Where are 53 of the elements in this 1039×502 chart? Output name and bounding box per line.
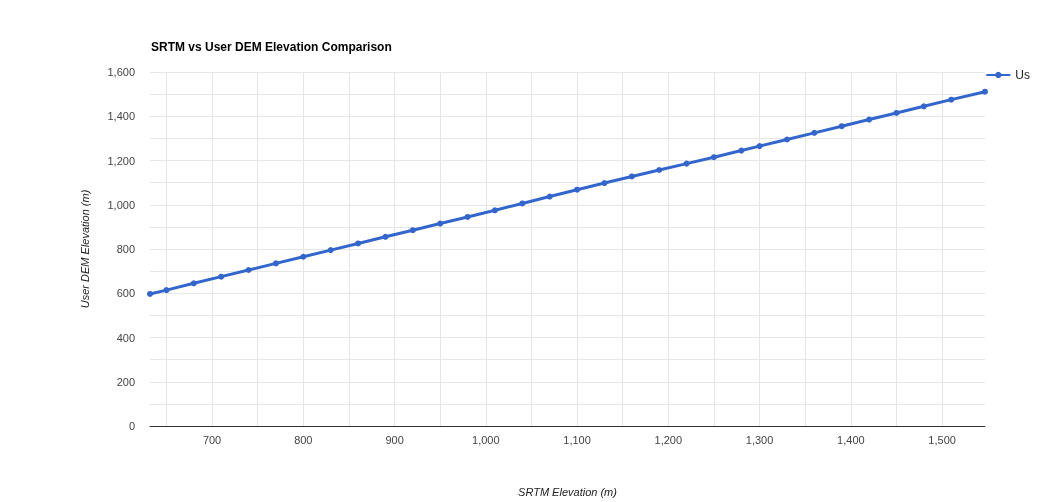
y-tick-label: 0 bbox=[128, 420, 135, 432]
point bbox=[838, 123, 845, 130]
point bbox=[866, 116, 873, 123]
point bbox=[300, 253, 307, 260]
point bbox=[811, 129, 818, 136]
point bbox=[245, 267, 252, 274]
point bbox=[574, 186, 581, 193]
x-tick-label: 1,000 bbox=[472, 433, 500, 446]
point bbox=[756, 143, 763, 150]
x-tick-label: 1,500 bbox=[928, 433, 956, 446]
point bbox=[147, 290, 153, 297]
x-axis-title: SRTM Elevation (m) bbox=[518, 485, 618, 498]
point bbox=[382, 233, 389, 240]
y-tick-label: 1,200 bbox=[107, 154, 135, 167]
point bbox=[948, 96, 955, 103]
point bbox=[893, 109, 900, 116]
point bbox=[519, 200, 526, 207]
chart-title: SRTM vs User DEM Elevation Comparison bbox=[151, 40, 392, 54]
point bbox=[409, 227, 416, 234]
y-tick-label: 400 bbox=[116, 331, 135, 344]
point bbox=[738, 147, 745, 154]
x-tick-label: 1,300 bbox=[745, 433, 774, 446]
y-tick-label: 600 bbox=[116, 287, 135, 300]
point bbox=[628, 173, 635, 180]
point bbox=[783, 136, 790, 143]
y-tick-label: 1,000 bbox=[107, 198, 135, 211]
point bbox=[218, 273, 225, 280]
point bbox=[982, 88, 988, 95]
point bbox=[656, 167, 663, 174]
point bbox=[920, 103, 927, 110]
point bbox=[683, 160, 690, 167]
point bbox=[464, 213, 471, 220]
point bbox=[327, 247, 334, 254]
point bbox=[272, 260, 279, 267]
y-tick-label: 800 bbox=[116, 243, 135, 255]
x-tick-label: 900 bbox=[385, 433, 404, 446]
point bbox=[491, 207, 498, 214]
y-tick-label: 1,400 bbox=[107, 110, 135, 123]
point bbox=[355, 240, 362, 247]
point bbox=[710, 154, 717, 161]
point bbox=[601, 180, 608, 187]
legend-label: Us bbox=[1015, 68, 1031, 82]
point bbox=[163, 287, 170, 294]
x-tick-label: 1,100 bbox=[563, 433, 591, 446]
y-tick-label: 200 bbox=[116, 375, 135, 388]
x-tick-label: 800 bbox=[294, 433, 313, 446]
x-tick-label: 1,400 bbox=[837, 433, 865, 446]
point bbox=[190, 280, 197, 287]
x-tick-label: 700 bbox=[202, 433, 222, 446]
y-axis-title: User DEM Elevation (m) bbox=[78, 189, 91, 309]
y-tick-label: 1,600 bbox=[107, 66, 135, 78]
point bbox=[437, 220, 444, 227]
x-tick-label: 1,200 bbox=[654, 433, 683, 446]
